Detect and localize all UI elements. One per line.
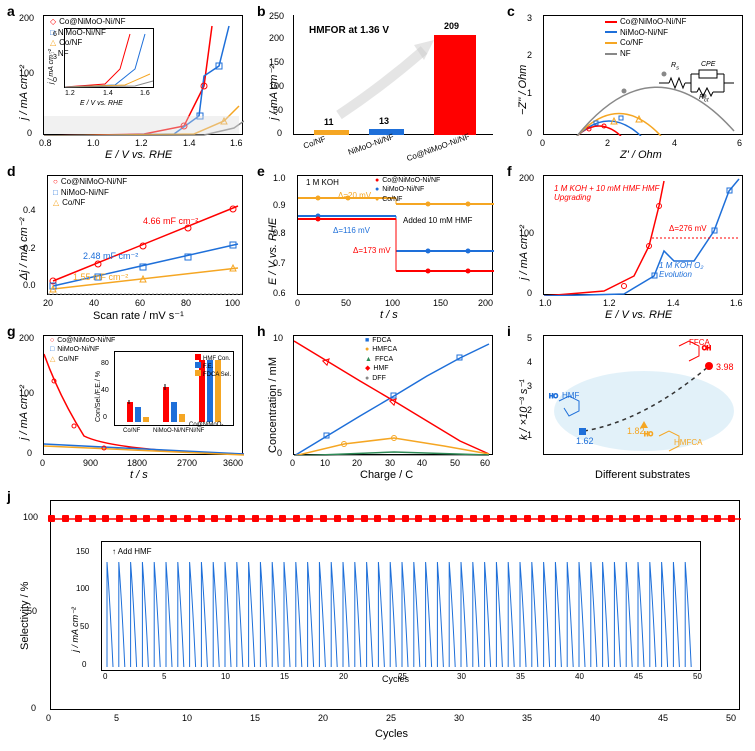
ylabel-g: j / mA cm⁻²	[17, 385, 30, 440]
panel-label: f	[507, 163, 512, 179]
ylabel-b: j / mA cm⁻²	[267, 65, 280, 120]
ylabel-i: k / ×10⁻³ s⁻¹	[517, 379, 530, 440]
xlabel-c: Z' / Ohm	[620, 149, 662, 161]
xlabel-g: t / s	[130, 469, 148, 481]
panel-label: a	[7, 3, 15, 19]
ylabel-d: Δj / mA cm⁻²	[17, 218, 30, 280]
panel-label: e	[257, 163, 265, 179]
ylabel-f: j / mA cm⁻²	[517, 225, 530, 280]
plot-j: 0 50 100 150 Cycles j / mA cm⁻² ↑ Add HM…	[50, 500, 740, 710]
legend-g: ○Co@NiMoO-Ni/NF □NiMoO-Ni/NF △Co/NF	[50, 337, 115, 365]
ylabel-e: E / V vs. RHE	[267, 218, 279, 285]
panel-label: d	[7, 163, 16, 179]
xlabel-h: Charge / C	[360, 469, 413, 481]
circuit-inset: Rs CPE Rct	[659, 66, 734, 101]
plot-b: 11 13 209 HMFOR at 1.36 V	[293, 15, 493, 135]
inset-g: 0 40 80 Co/NF NiMoO-Ni/NF Co@NiMoO-Ni/NF…	[114, 351, 234, 426]
xlabel-e: t / s	[380, 309, 398, 321]
ylabel-j: Selectivity / %	[19, 582, 31, 650]
panel-h: h ■FDCA ●HMFCA ▲FFCA ◆HMF ●DFF 0 5 10 0 …	[255, 325, 500, 480]
plot-i: HO OH HO HMF 1.62 FFCA 3.98 HMFCA 1.82	[543, 335, 743, 455]
svg-text:HO: HO	[549, 394, 558, 400]
plot-f: 1 M KOH + 10 mM HMF HMF Upgrading 1 M KO…	[543, 175, 743, 295]
xlabel-j: Cycles	[375, 728, 408, 740]
xlabel-d: Scan rate / mV s⁻¹	[93, 309, 184, 322]
svg-text:HO: HO	[644, 432, 653, 438]
legend-d: ○Co@NiMoO-Ni/NF □NiMoO-Ni/NF △Co/NF	[53, 177, 127, 209]
legend-e: ●Co@NiMoO-Ni/NF ●NiMoO-Ni/NF ●Co/NF	[375, 177, 440, 205]
ylabel-c: −Z'' / Ohm	[517, 65, 529, 115]
panel-j: j 0 50 100 150 Cycles j / mA cm⁻² ↑ Add …	[5, 490, 750, 745]
panel-label: g	[7, 323, 16, 339]
panel-label: c	[507, 3, 515, 19]
ylabel-h: Concentration / mM	[267, 357, 279, 453]
panel-label: j	[7, 488, 11, 504]
panel-g: g 0 40 80 Co/NF NiMoO-Ni/NF Co@NiMoO-Ni/…	[5, 325, 250, 480]
panel-f: f 1 M KOH + 10 mM HMF HMF Upgrading 1 M …	[505, 165, 750, 320]
panel-c: c Rs CPE Rct Co@NiMoO-Ni/NF NiMoO-Ni/NF …	[505, 5, 750, 160]
panel-label: h	[257, 323, 266, 339]
ylabel-a: j / mA cm⁻²	[17, 65, 30, 120]
panel-i: i HO OH HO HMF 1.62 FFCA 3.98 HMFCA 1.82…	[505, 325, 750, 480]
panel-e: e 1 M KOH Added 10 mM HMF Δ=20 mV Δ=116 …	[255, 165, 500, 320]
inset-j: 0 50 100 150 Cycles j / mA cm⁻² ↑ Add HM…	[101, 541, 701, 671]
panel-b: b 11 13 209 HMFOR at 1.36 V 0 50 100 150…	[255, 5, 500, 160]
legend-h: ■FDCA ●HMFCA ▲FFCA ◆HMF ●DFF	[365, 337, 397, 384]
panel-label: b	[257, 3, 266, 19]
panel-d: d 4.66 mF cm⁻² 2.48 mF cm⁻² 1.55 mF cm⁻²…	[5, 165, 250, 320]
panel-label: i	[507, 323, 511, 339]
legend-c: Co@NiMoO-Ni/NF NiMoO-Ni/NF Co/NF NF	[605, 17, 686, 59]
legend-a: ◇Co@NiMoO-Ni/NF □NiMoO-Ni/NF △Co/NF ○NF	[50, 17, 126, 59]
xlabel-i: Different substrates	[595, 469, 690, 481]
xlabel-a: E / V vs. RHE	[105, 149, 172, 161]
panel-a: a 0 3 6 1.2 1.4 1.6 E / V vs. RHE j / mA…	[5, 5, 250, 160]
xlabel-f: E / V vs. RHE	[605, 309, 672, 321]
